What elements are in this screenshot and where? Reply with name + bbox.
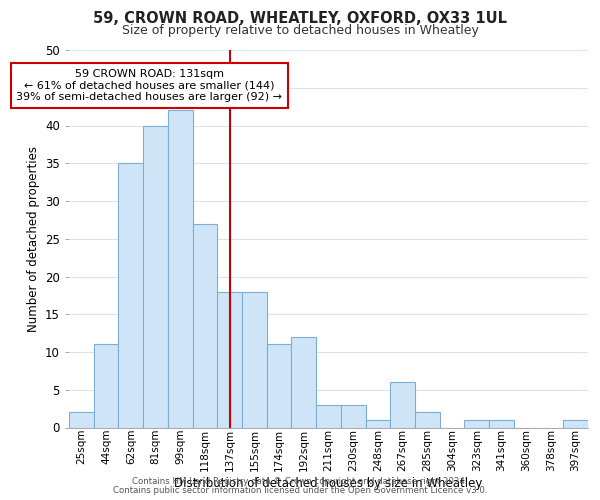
Bar bbox=[143, 126, 168, 428]
Bar bbox=[267, 344, 292, 428]
Bar bbox=[390, 382, 415, 428]
Text: Contains public sector information licensed under the Open Government Licence v3: Contains public sector information licen… bbox=[113, 486, 487, 495]
Bar bbox=[94, 344, 118, 428]
Bar bbox=[217, 292, 242, 428]
Y-axis label: Number of detached properties: Number of detached properties bbox=[26, 146, 40, 332]
Bar bbox=[415, 412, 440, 428]
Bar bbox=[316, 405, 341, 427]
Bar bbox=[168, 110, 193, 428]
Bar bbox=[118, 163, 143, 427]
Bar bbox=[489, 420, 514, 428]
Text: Contains HM Land Registry data © Crown copyright and database right 2024.: Contains HM Land Registry data © Crown c… bbox=[132, 477, 468, 486]
Text: 59, CROWN ROAD, WHEATLEY, OXFORD, OX33 1UL: 59, CROWN ROAD, WHEATLEY, OXFORD, OX33 1… bbox=[93, 11, 507, 26]
Text: Size of property relative to detached houses in Wheatley: Size of property relative to detached ho… bbox=[122, 24, 478, 37]
Bar bbox=[193, 224, 217, 428]
Bar bbox=[563, 420, 588, 428]
Bar bbox=[464, 420, 489, 428]
Bar bbox=[242, 292, 267, 428]
Bar bbox=[292, 337, 316, 428]
Bar bbox=[341, 405, 365, 427]
X-axis label: Distribution of detached houses by size in Wheatley: Distribution of detached houses by size … bbox=[175, 476, 482, 490]
Bar bbox=[365, 420, 390, 428]
Bar bbox=[69, 412, 94, 428]
Text: 59 CROWN ROAD: 131sqm
← 61% of detached houses are smaller (144)
39% of semi-det: 59 CROWN ROAD: 131sqm ← 61% of detached … bbox=[16, 69, 283, 102]
